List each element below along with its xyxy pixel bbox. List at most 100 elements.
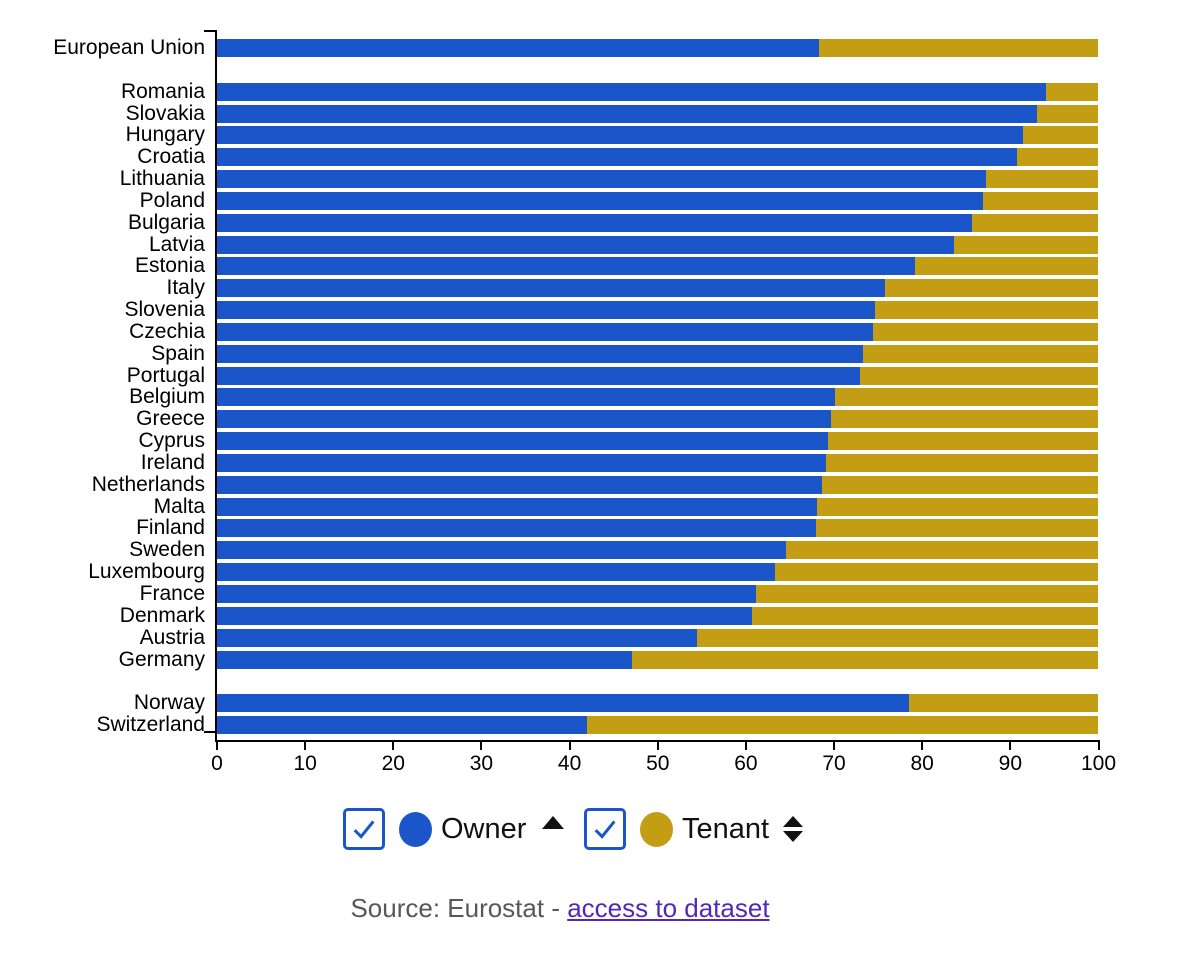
x-axis-tick-label: 60 (734, 752, 758, 775)
owner-bar-segment[interactable] (217, 39, 820, 57)
x-axis-tick (216, 742, 218, 750)
x-axis-tick-label: 70 (822, 752, 846, 775)
owner-bar-segment[interactable] (217, 388, 835, 407)
row-label: Lithuania (119, 167, 205, 191)
owner-bar-segment[interactable] (217, 432, 828, 451)
owner-bar-segment[interactable] (217, 366, 861, 385)
owner-bar-segment[interactable] (217, 82, 1047, 101)
owner-bar-segment[interactable] (217, 519, 817, 538)
tenant-bar-segment[interactable] (697, 628, 1099, 647)
sort-both-directions-icon[interactable] (783, 816, 804, 842)
tenant-bar-segment[interactable] (786, 541, 1099, 560)
owner-bar-segment[interactable] (217, 541, 787, 560)
row-label: Hungary (125, 123, 205, 147)
owner-bar-segment[interactable] (217, 410, 831, 429)
y-axis-bottom-outer-tick (204, 731, 216, 733)
tenant-bar-segment[interactable] (827, 432, 1099, 451)
owner-bar-segment[interactable] (217, 716, 588, 735)
x-axis-tick-label: 30 (469, 752, 494, 775)
stacked-bar (217, 235, 1099, 254)
row-label: Netherlands (91, 472, 205, 496)
owner-bar-segment[interactable] (217, 235, 954, 254)
stacked-bar (217, 453, 1099, 472)
row-label: Denmark (119, 603, 205, 627)
tenant-bar-segment[interactable] (834, 388, 1099, 407)
legend-item-owner: Owner (343, 808, 565, 850)
tenant-checkbox[interactable] (584, 808, 626, 850)
owner-bar-segment[interactable] (217, 257, 916, 276)
tenant-bar-segment[interactable] (875, 301, 1099, 320)
tenant-bar-segment[interactable] (1046, 82, 1099, 101)
owner-bar-segment[interactable] (217, 191, 984, 210)
tenant-bar-segment[interactable] (1016, 148, 1099, 167)
owner-bar-segment[interactable] (217, 148, 1017, 167)
owner-bar-segment[interactable] (217, 279, 886, 298)
x-axis-tick-label: 0 (211, 752, 223, 775)
tenant-legend-label[interactable]: Tenant (682, 812, 770, 845)
tenant-bar-segment[interactable] (587, 716, 1099, 735)
tenant-bar-segment[interactable] (972, 213, 1099, 232)
row-label: France (139, 582, 205, 605)
owner-bar-segment[interactable] (217, 606, 753, 625)
row-label: Austria (139, 625, 205, 649)
row-label: Latvia (148, 232, 205, 256)
owner-bar-segment[interactable] (217, 322, 873, 341)
x-axis-tick (568, 742, 571, 750)
owner-legend-label[interactable]: Owner (441, 812, 527, 845)
x-axis-tick (1009, 742, 1012, 750)
tenant-bar-segment[interactable] (1022, 126, 1099, 145)
owner-bar-segment[interactable] (217, 104, 1037, 123)
owner-bar-segment[interactable] (217, 170, 986, 189)
stacked-bar (217, 432, 1099, 451)
owner-bar-segment[interactable] (217, 126, 1023, 145)
x-axis-tick-label: 40 (557, 752, 582, 775)
dataset-link[interactable]: access to dataset (567, 893, 770, 923)
tenant-bar-segment[interactable] (915, 257, 1099, 276)
owner-bar-segment[interactable] (217, 475, 822, 494)
tenant-bar-segment[interactable] (816, 519, 1099, 538)
stacked-bar (217, 257, 1099, 276)
tenant-bar-segment[interactable] (885, 279, 1099, 298)
row-label: Norway (133, 691, 205, 715)
checkmark-icon (353, 820, 375, 839)
tenant-bar-segment[interactable] (860, 366, 1099, 385)
sort-ascending-icon[interactable] (542, 815, 565, 829)
tenant-bar-segment[interactable] (983, 191, 1099, 210)
row-label: Ireland (140, 450, 205, 474)
owner-bar-segment[interactable] (217, 563, 775, 582)
tenant-bar-segment[interactable] (863, 344, 1099, 363)
tenant-bar-segment[interactable] (985, 170, 1099, 189)
x-axis-tick (656, 742, 659, 750)
tenant-bar-segment[interactable] (953, 235, 1099, 254)
tenant-bar-segment[interactable] (752, 606, 1099, 625)
owner-bar-segment[interactable] (217, 585, 756, 603)
tenant-bar-segment[interactable] (821, 475, 1099, 494)
owner-bar-segment[interactable] (217, 453, 827, 472)
owner-bar-segment[interactable] (217, 650, 633, 669)
tenant-bar-segment[interactable] (1036, 104, 1099, 123)
owner-bar-segment[interactable] (217, 628, 698, 647)
tenant-bar-segment[interactable] (826, 453, 1099, 472)
tenant-bar-segment[interactable] (632, 650, 1099, 669)
owner-bar-segment[interactable] (217, 301, 876, 320)
tenant-bar-segment[interactable] (819, 39, 1099, 57)
chart-legend: Owner Tenant (0, 806, 1200, 858)
tenant-bar-segment[interactable] (755, 585, 1099, 603)
tenant-bar-segment[interactable] (817, 497, 1099, 516)
owner-color-swatch (399, 811, 432, 847)
stacked-bar (217, 39, 1099, 57)
owner-bar-segment[interactable] (217, 497, 818, 516)
owner-checkbox[interactable] (343, 808, 385, 850)
stacked-bar (217, 541, 1099, 560)
owner-bar-segment[interactable] (217, 694, 909, 713)
owner-bar-segment[interactable] (217, 344, 864, 363)
tenant-bar-segment[interactable] (830, 410, 1099, 429)
tenant-bar-segment[interactable] (908, 694, 1099, 713)
tenant-bar-segment[interactable] (872, 322, 1099, 341)
tenant-bar-segment[interactable] (774, 563, 1099, 582)
owner-bar-segment[interactable] (217, 213, 973, 232)
row-label: Germany (118, 647, 205, 671)
row-label: Czechia (129, 319, 205, 343)
legend-item-tenant: Tenant (584, 808, 804, 850)
